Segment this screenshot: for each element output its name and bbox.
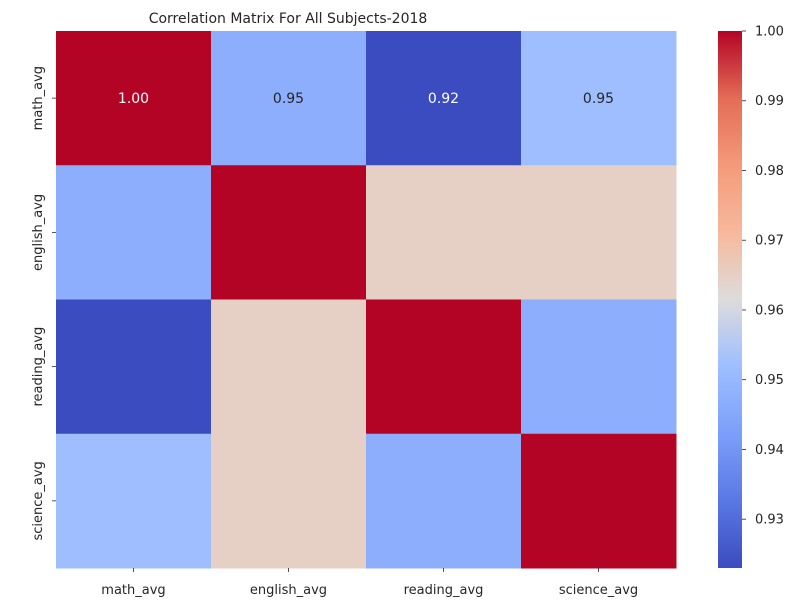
colorbar-tick-label: 0.94 [755,443,784,458]
x-tick-label: science_avg [559,583,638,598]
cell-annotation: 0.92 [428,91,459,107]
heatmap-cell-reading_avg-science_avg [521,299,677,435]
heatmap-cell-science_avg-reading_avg [366,433,522,569]
heatmap-cell-english_avg-science_avg [521,165,677,300]
heatmap-cell-science_avg-science_avg [521,433,677,569]
cell-annotation: 0.95 [273,91,304,107]
colorbar-tick-label: 0.99 [755,94,784,109]
x-tick-label: reading_avg [404,583,484,598]
heatmap-cell-math_avg-english_avg [211,31,367,166]
y-tick-label: reading_avg [31,327,46,407]
x-axis-ticks: math_avg english_avg reading_avg science_av… [101,568,638,598]
chart-title: Correlation Matrix For All Subjects-2018 [149,11,428,27]
heatmap-cell-science_avg-english_avg [211,433,367,569]
heatmap-cell-english_avg-english_avg [211,165,367,300]
heatmap-cell-math_avg-science_avg [521,31,677,166]
colorbar-ticks: 0.93 0.94 0.95 0.96 0.97 0.98 0.99 1.00 [742,25,784,528]
colorbar-tick-label: 0.98 [755,164,784,179]
colorbar-tick-label: 0.96 [755,303,784,318]
colorbar-tick-label: 1.00 [755,25,784,40]
heatmap-cell-reading_avg-math_avg [56,299,212,435]
heatmap-cell-english_avg-reading_avg [366,165,522,300]
heatmap-cell-science_avg-math_avg [56,433,212,569]
colorbar-tick-label: 0.93 [755,513,784,528]
y-tick-label: math_avg [31,66,46,130]
heatmap-cell-math_avg-reading_avg [366,31,522,166]
y-tick-label: english_avg [31,194,46,271]
heatmap-cells: 1.00 0.95 0.92 0.95 [56,31,677,569]
heatmap-cell-english_avg-math_avg [56,165,212,300]
y-axis-ticks: math_avg english_avg reading_avg science_av… [31,66,56,541]
cell-annotation: 1.00 [118,91,149,107]
heatmap-cell-math_avg-math_avg [56,31,212,166]
colorbar-tick-label: 0.95 [755,373,784,388]
colorbar-gradient [718,31,742,568]
colorbar: 0.93 0.94 0.95 0.96 0.97 0.98 0.99 1.00 [718,25,784,568]
x-tick-label: math_avg [101,583,165,598]
y-tick-label: science_avg [31,461,46,540]
x-tick-label: english_avg [250,583,327,598]
colorbar-tick-label: 0.97 [755,234,784,249]
heatmap-cell-reading_avg-english_avg [211,299,367,435]
heatmap-cell-reading_avg-reading_avg [366,299,522,435]
cell-annotation: 0.95 [583,91,614,107]
